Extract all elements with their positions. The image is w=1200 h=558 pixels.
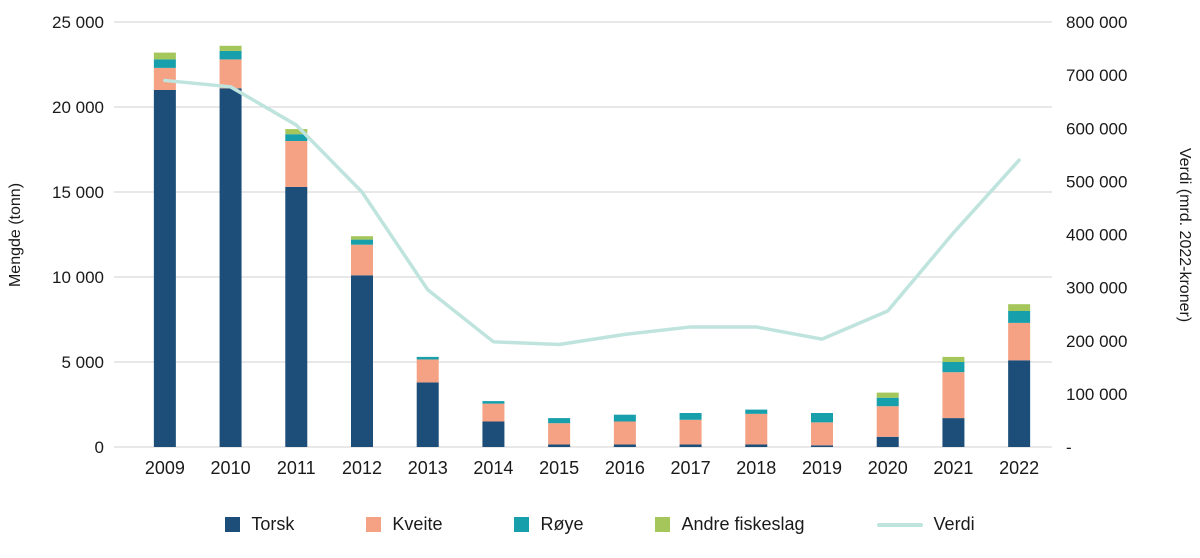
bar-segment-r-ye-2015 bbox=[548, 418, 571, 424]
right-axis-title: Verdi (mrd. 2022-kroner) bbox=[1176, 147, 1193, 323]
bar-segment-r-ye-2018 bbox=[745, 409, 768, 414]
right-axis-tick: 700 000 bbox=[1066, 66, 1127, 85]
bar-segment-torsk-2018 bbox=[745, 444, 768, 447]
bar-segment-kveite-2013 bbox=[416, 359, 439, 383]
legend-swatch bbox=[655, 517, 671, 532]
verdi-line bbox=[163, 78, 1021, 347]
bar-segment-torsk-2021 bbox=[942, 418, 965, 447]
legend: Torsk Kveite Røye Andre fiskeslag Verdi bbox=[0, 514, 1200, 535]
bar-segment-torsk-2019 bbox=[811, 445, 833, 447]
bar-segment-andre-fiskeslag-2011 bbox=[285, 129, 308, 135]
right-axis-tick: 800 000 bbox=[1066, 13, 1127, 32]
legend-swatch bbox=[225, 517, 241, 532]
bar-segment-kveite-2014 bbox=[482, 403, 505, 422]
legend-label: Andre fiskeslag bbox=[681, 514, 805, 534]
right-axis-tick: 500 000 bbox=[1066, 172, 1127, 191]
bar-segment-kveite-2016 bbox=[613, 421, 636, 445]
category-label: 2019 bbox=[802, 458, 842, 478]
bar-segment-torsk-2014 bbox=[482, 421, 505, 447]
bar-segment-kveite-2011 bbox=[285, 141, 308, 187]
right-axis-tick: 100 000 bbox=[1066, 385, 1127, 404]
category-label: 2020 bbox=[868, 458, 908, 478]
legend-item-r-ye: Røye bbox=[514, 514, 583, 535]
bar-segment-r-ye-2014 bbox=[482, 401, 505, 404]
bar-segment-r-ye-2009 bbox=[153, 59, 176, 68]
bar-segment-r-ye-2021 bbox=[942, 362, 965, 373]
bar-segment-torsk-2010 bbox=[219, 88, 242, 448]
legend-swatch bbox=[514, 517, 530, 532]
left-axis-tick: 5 000 bbox=[61, 353, 104, 372]
legend-item-andre-fiskeslag: Andre fiskeslag bbox=[655, 514, 805, 535]
bar-segment-torsk-2022 bbox=[1008, 360, 1031, 447]
left-axis-title: Mengde (tonn) bbox=[7, 182, 24, 288]
category-label: 2018 bbox=[736, 458, 776, 478]
legend-item-torsk: Torsk bbox=[225, 514, 294, 535]
bar-segment-kveite-2018 bbox=[745, 413, 768, 445]
bar-segment-andre-fiskeslag-2012 bbox=[351, 236, 373, 240]
category-label: 2009 bbox=[145, 458, 185, 478]
bar-segment-kveite-2017 bbox=[679, 419, 702, 445]
bar-segment-torsk-2011 bbox=[285, 186, 308, 447]
bar-segment-r-ye-2017 bbox=[679, 413, 702, 420]
right-axis-tick: 600 000 bbox=[1066, 119, 1127, 138]
category-label: 2014 bbox=[473, 458, 513, 478]
legend-label: Kveite bbox=[392, 514, 443, 534]
category-label: 2016 bbox=[605, 458, 645, 478]
bar-segment-andre-fiskeslag-2009 bbox=[153, 52, 176, 60]
bar-segment-r-ye-2020 bbox=[876, 397, 899, 407]
bar-segment-andre-fiskeslag-2022 bbox=[1008, 304, 1031, 311]
bar-segment-kveite-2019 bbox=[811, 422, 833, 446]
bar-segment-andre-fiskeslag-2021 bbox=[942, 356, 965, 362]
bar-segment-r-ye-2010 bbox=[219, 50, 242, 60]
chart-canvas: 0 5 000 10 000 15 000 20 000 25 000 - 100 000 20… bbox=[52, 13, 1127, 478]
bar-segment-kveite-2021 bbox=[942, 372, 965, 419]
left-axis-tick: 25 000 bbox=[52, 13, 104, 32]
category-label: 2011 bbox=[277, 458, 316, 478]
bar-segment-andre-fiskeslag-2010 bbox=[219, 45, 242, 51]
bar-segment-kveite-2020 bbox=[876, 406, 899, 437]
category-label: 2021 bbox=[933, 458, 973, 478]
right-axis-tick: 400 000 bbox=[1066, 226, 1127, 245]
bar-segment-torsk-2015 bbox=[548, 444, 571, 447]
legend-label: Røye bbox=[540, 514, 584, 534]
category-label: 2010 bbox=[211, 458, 251, 478]
right-axis-tick: 200 000 bbox=[1066, 332, 1127, 351]
bar-segment-andre-fiskeslag-2020 bbox=[876, 392, 899, 398]
legend-label: Torsk bbox=[251, 514, 295, 534]
bar-segment-r-ye-2019 bbox=[811, 413, 833, 423]
bar-segment-kveite-2012 bbox=[351, 244, 373, 276]
left-axis-tick: 20 000 bbox=[52, 98, 104, 117]
right-axis-tick: - bbox=[1066, 438, 1072, 457]
bar-segment-torsk-2020 bbox=[876, 436, 899, 447]
legend-swatch bbox=[366, 517, 382, 532]
category-label: 2017 bbox=[671, 458, 711, 478]
bar-segment-kveite-2022 bbox=[1008, 322, 1031, 361]
legend-label: Verdi bbox=[933, 514, 975, 534]
left-axis-tick: 0 bbox=[95, 438, 104, 457]
left-axis-tick: 10 000 bbox=[52, 268, 104, 287]
bar-segment-r-ye-2022 bbox=[1008, 311, 1031, 323]
category-label: 2015 bbox=[539, 458, 579, 478]
bar-segment-torsk-2012 bbox=[351, 275, 373, 447]
bar-segment-torsk-2009 bbox=[153, 90, 176, 447]
legend-line-swatch bbox=[876, 522, 923, 527]
bar-segment-kveite-2015 bbox=[548, 423, 571, 445]
bar-segment-r-ye-2012 bbox=[351, 239, 373, 245]
bar-segment-r-ye-2011 bbox=[285, 134, 308, 141]
bar-segment-torsk-2017 bbox=[679, 444, 702, 447]
category-label: 2013 bbox=[408, 458, 448, 478]
bar-segment-torsk-2016 bbox=[613, 444, 636, 447]
left-axis-tick: 15 000 bbox=[52, 183, 104, 202]
bar-segment-r-ye-2016 bbox=[613, 414, 636, 422]
bar-segment-torsk-2013 bbox=[416, 382, 439, 447]
category-label: 2022 bbox=[999, 458, 1039, 478]
right-axis-tick: 300 000 bbox=[1066, 279, 1127, 298]
legend-item-verdi: Verdi bbox=[876, 514, 975, 535]
legend-item-kveite: Kveite bbox=[366, 514, 442, 535]
bar-segment-r-ye-2013 bbox=[416, 356, 439, 360]
category-label: 2012 bbox=[342, 458, 382, 478]
bar-segment-kveite-2010 bbox=[219, 59, 242, 89]
